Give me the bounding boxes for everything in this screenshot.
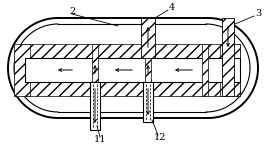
Text: 12: 12 [154, 134, 166, 142]
Bar [25, 58, 240, 82]
Text: 2: 2 [69, 8, 75, 16]
Bar [90, 82, 100, 130]
Bar [14, 44, 30, 96]
Bar [222, 18, 234, 96]
Text: 11: 11 [94, 135, 106, 144]
Bar [202, 44, 208, 96]
Bar [145, 44, 151, 96]
Text: 3: 3 [255, 9, 261, 18]
Bar [92, 44, 98, 96]
Text: 4: 4 [169, 3, 175, 12]
Bar [25, 44, 240, 58]
Bar [143, 82, 153, 122]
Bar [25, 82, 240, 96]
Bar [141, 18, 155, 58]
Bar [220, 44, 240, 96]
